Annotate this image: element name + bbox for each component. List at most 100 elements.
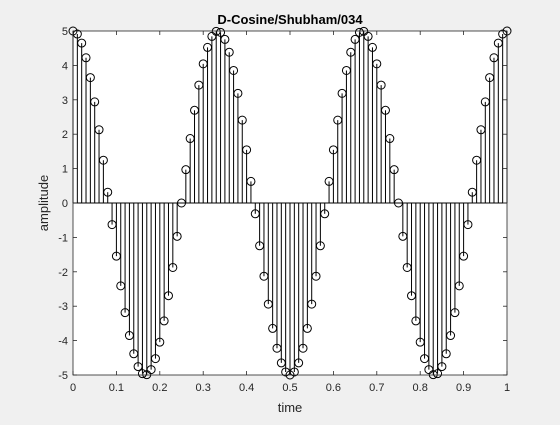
stem-marker: [229, 65, 239, 75]
stem-marker: [242, 145, 252, 155]
y-tick-label: 4: [62, 60, 68, 72]
stem-marker: [111, 251, 121, 261]
stem-marker: [233, 88, 243, 98]
stem-marker: [350, 34, 360, 44]
stem-marker: [255, 241, 265, 251]
stem-marker: [298, 343, 308, 353]
stem-marker: [98, 155, 108, 165]
stem-marker: [472, 155, 482, 165]
stem-marker: [194, 80, 204, 90]
stem-marker: [363, 31, 373, 41]
stem-marker: [263, 299, 273, 309]
stem-marker: [77, 38, 87, 48]
stem-marker: [389, 165, 399, 175]
x-axis-ticks: 0 0.1 0.2 0.3 0.4 0.5 0.6 0.7 0.8 0.9 1: [70, 31, 510, 394]
stem-marker: [276, 358, 286, 368]
stem-marker: [394, 198, 403, 208]
stem-marker: [467, 187, 477, 197]
stem-marker: [420, 354, 430, 364]
stem-marker: [103, 187, 113, 197]
stem-marker: [216, 27, 226, 37]
stem-marker: [129, 349, 139, 359]
stem-marker: [480, 97, 490, 107]
stem-marker: [328, 145, 338, 155]
stem-marker: [259, 271, 269, 281]
stem-marker: [376, 80, 386, 90]
stem-marker: [177, 198, 186, 208]
stem-marker: [307, 299, 317, 309]
stem-marker: [159, 316, 169, 326]
stem-marker: [433, 369, 443, 379]
x-tick-label: 0.7: [369, 382, 384, 394]
stem-marker: [315, 241, 325, 251]
y-tick-label: 3: [62, 95, 68, 107]
stem-marker: [224, 47, 234, 57]
stem-marker: [398, 231, 408, 241]
stem-marker: [246, 176, 256, 186]
x-tick-label: 0.8: [413, 382, 428, 394]
stem-marker: [116, 281, 126, 291]
x-tick-label: 0: [70, 382, 76, 394]
stem-marker: [337, 88, 347, 98]
stem-marker: [493, 38, 503, 48]
stem-marker: [203, 42, 213, 52]
stem-marker: [446, 331, 456, 341]
stem-marker: [372, 59, 382, 69]
stem-marker: [476, 125, 486, 135]
stem-marker: [190, 105, 200, 115]
stem-marker: [367, 42, 377, 52]
y-axis-label: amplitude: [36, 175, 51, 231]
stem-marker: [120, 308, 130, 318]
stem-marker: [172, 231, 182, 241]
stem-marker: [415, 337, 425, 347]
stem-marker: [155, 337, 165, 347]
x-tick-label: 0.6: [326, 382, 341, 394]
stem-marker: [198, 59, 208, 69]
stem-marker: [294, 358, 304, 368]
x-tick-label: 1: [504, 382, 510, 394]
stem-marker: [354, 27, 364, 37]
stem-marker: [85, 73, 95, 83]
stem-marker: [437, 362, 447, 372]
y-tick-label: 1: [62, 164, 68, 176]
x-tick-label: 0.5: [282, 382, 297, 394]
y-tick-label: -1: [58, 232, 68, 244]
stem-marker: [450, 308, 460, 318]
stem-marker: [181, 165, 191, 175]
stem-marker: [168, 262, 178, 272]
stem-marker: [380, 105, 390, 115]
stem-marker: [94, 125, 104, 135]
chart-title: D-Cosine/Shubham/034: [217, 12, 363, 27]
stem-marker: [163, 291, 173, 301]
stem-marker: [250, 209, 260, 219]
stem-marker: [454, 281, 464, 291]
stem-marker: [385, 134, 395, 144]
stem-marker: [311, 271, 321, 281]
stem-marker: [150, 354, 160, 364]
y-tick-label: -3: [58, 301, 68, 313]
stem-marker: [346, 47, 356, 57]
y-tick-label: 2: [62, 129, 68, 141]
y-tick-label: -5: [58, 370, 68, 382]
y-axis-ticks: 5 4 3 2 1 0 -1 -2 -3 -4 -5: [58, 26, 507, 382]
stem-marker: [341, 65, 351, 75]
y-tick-label: -4: [58, 336, 68, 348]
stem-markers: [68, 26, 512, 380]
stem-marker: [324, 176, 334, 186]
stem-marker: [146, 365, 156, 375]
y-tick-label: -2: [58, 267, 68, 279]
x-tick-label: 0.4: [239, 382, 254, 394]
stem-marker: [302, 323, 312, 333]
stem-marker: [133, 362, 143, 372]
x-tick-label: 0.2: [152, 382, 167, 394]
stem-marker: [441, 349, 451, 359]
x-tick-label: 0.9: [456, 382, 471, 394]
stem-marker: [411, 316, 421, 326]
stem-marker: [137, 369, 147, 379]
stem-marker: [320, 209, 330, 219]
stem-marker: [407, 291, 417, 301]
stem-marker: [185, 134, 195, 144]
stem-marker: [107, 220, 117, 230]
